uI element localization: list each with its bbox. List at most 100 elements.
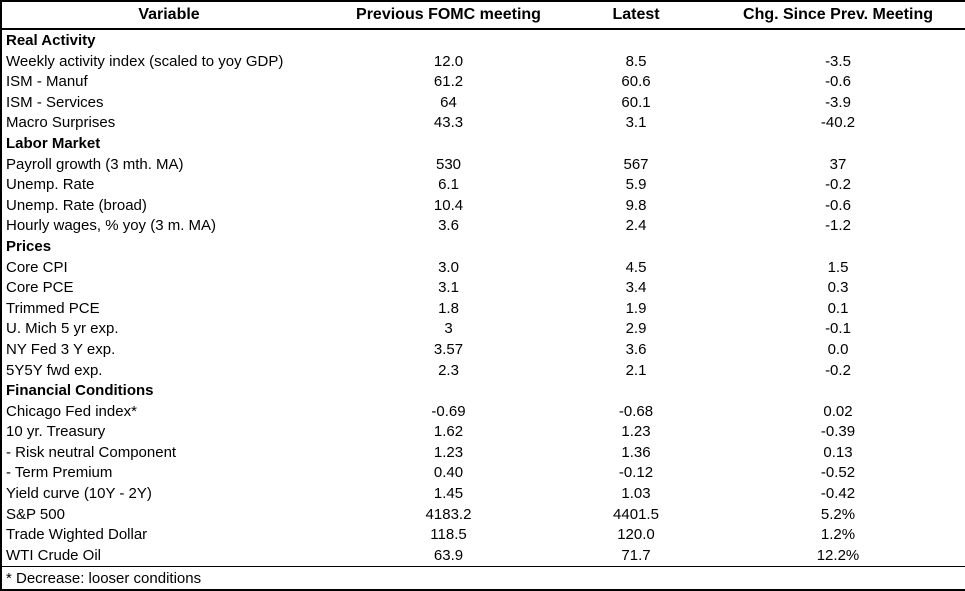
prev-value-cell: 3.57: [433, 340, 464, 358]
chg-value-cell: 1.2%: [820, 526, 856, 544]
row-label-cell: U. Mich 5 yr exp.: [6, 320, 119, 338]
table-row: U. Mich 5 yr exp. 3 2.9 -0.1: [1, 319, 965, 340]
chg-value-cell: -0.52: [820, 464, 856, 482]
chg-value-cell: -0.6: [825, 196, 851, 214]
table-row: Weekly activity index (scaled to yoy GDP…: [1, 51, 965, 72]
table-row: NY Fed 3 Y exp. 3.57 3.6 0.0: [1, 339, 965, 360]
chg-value-cell: -1.2: [825, 217, 851, 235]
chg-value-cell: -3.9: [825, 93, 851, 111]
latest-value-cell: 567: [623, 155, 649, 173]
row-label-cell: Unemp. Rate: [6, 176, 95, 194]
row-label-cell: 10 yr. Treasury: [6, 423, 106, 441]
prev-value-cell: 118.5: [430, 526, 467, 544]
section-row: Labor Market: [1, 133, 965, 154]
chg-value-cell: -0.1: [825, 320, 851, 338]
chg-value-cell: 12.2%: [816, 547, 860, 565]
row-label-cell: ISM - Services: [6, 93, 104, 111]
latest-value-cell: -0.68: [618, 402, 654, 420]
row-label-cell: Macro Surprises: [6, 114, 116, 132]
table-row: - Risk neutral Component 1.23 1.36 0.13: [1, 442, 965, 463]
row-label-cell: WTI Crude Oil: [6, 547, 102, 565]
prev-value-cell: 3.6: [438, 217, 459, 235]
latest-value-cell: 1.03: [621, 485, 651, 503]
table-row: ISM - Manuf 61.2 60.6 -0.6: [1, 71, 965, 92]
row-label-cell: ISM - Manuf: [6, 73, 88, 91]
latest-value-cell: 3.1: [625, 114, 647, 132]
chg-value-cell: -0.2: [825, 361, 851, 379]
table-row: Core CPI 3.0 4.5 1.5: [1, 257, 965, 278]
table-row: Unemp. Rate (broad) 10.4 9.8 -0.6: [1, 195, 965, 216]
latest-value-cell: 2.9: [625, 320, 647, 338]
prev-value-cell: 1.8: [438, 299, 459, 317]
prev-value-cell: 2.3: [438, 361, 459, 379]
row-label-cell: Payroll growth (3 mth. MA): [6, 155, 184, 173]
row-label-cell: Chicago Fed index*: [6, 402, 137, 420]
chg-value-cell: 5.2%: [820, 505, 856, 523]
prev-value-cell: -0.69: [431, 402, 466, 420]
table-row: Trade Wighted Dollar 118.5 120.0 1.2%: [1, 524, 965, 545]
table-row: Payroll growth (3 mth. MA) 530 567 37: [1, 154, 965, 175]
chg-value-cell: 0.0: [827, 340, 849, 358]
prev-value-cell: 1.23: [433, 443, 464, 461]
row-label-cell: - Term Premium: [6, 464, 113, 482]
prev-value-cell: 3: [444, 320, 453, 338]
latest-value-cell: 4.5: [625, 258, 647, 276]
latest-value-cell: 3.6: [625, 340, 647, 358]
row-label-cell: Weekly activity index (scaled to yoy GDP…: [6, 52, 284, 70]
section-label: Prices: [6, 237, 52, 255]
prev-value-cell: 61.2: [433, 73, 464, 91]
section-label: Labor Market: [6, 134, 101, 152]
table-row: 5Y5Y fwd exp. 2.3 2.1 -0.2: [1, 360, 965, 381]
table-row: - Term Premium 0.40 -0.12 -0.52: [1, 463, 965, 484]
table-row: Unemp. Rate 6.1 5.9 -0.2: [1, 174, 965, 195]
section-row: Prices: [1, 236, 965, 257]
latest-value-cell: 60.6: [621, 73, 651, 91]
table-row: Hourly wages, % yoy (3 m. MA) 3.6 2.4 -1.2: [1, 216, 965, 237]
header-change: Chg. Since Prev. Meeting: [711, 1, 965, 30]
latest-value-cell: 71.7: [621, 547, 651, 565]
chg-value-cell: 0.13: [823, 443, 853, 461]
row-label-cell: 5Y5Y fwd exp.: [6, 361, 103, 379]
latest-value-cell: 9.8: [625, 196, 647, 214]
latest-value-cell: 120.0: [617, 526, 655, 544]
header-row: Variable Previous FOMC meeting Latest Ch…: [1, 1, 965, 30]
chg-value-cell: 0.1: [827, 299, 849, 317]
row-label-cell: Yield curve (10Y - 2Y): [6, 485, 152, 503]
chg-value-cell: 0.02: [823, 402, 853, 420]
row-label-cell: Core PCE: [6, 279, 74, 297]
chg-value-cell: -0.2: [825, 176, 851, 194]
prev-value-cell: 3.1: [438, 279, 459, 297]
latest-value-cell: 2.1: [625, 361, 647, 379]
table-footer: * Decrease: looser conditions: [1, 566, 965, 590]
section-row: Real Activity: [1, 29, 965, 51]
footnote-row: * Decrease: looser conditions: [1, 566, 965, 590]
chg-value-cell: -0.6: [825, 73, 851, 91]
prev-value-cell: 12.0: [433, 52, 464, 70]
row-label-cell: Core CPI: [6, 258, 68, 276]
section-label: Financial Conditions: [6, 382, 154, 400]
prev-value-cell: 63.9: [433, 547, 464, 565]
row-label-cell: Hourly wages, % yoy (3 m. MA): [6, 217, 217, 235]
prev-value-cell: 10.4: [433, 196, 464, 214]
table-body: Real Activity Weekly activity index (scal…: [1, 29, 965, 567]
row-label-cell: - Risk neutral Component: [6, 443, 177, 461]
latest-value-cell: 8.5: [625, 52, 647, 70]
latest-value-cell: 1.9: [625, 299, 647, 317]
chg-value-cell: 37: [829, 155, 847, 173]
table-row: ISM - Services 64 60.1 -3.9: [1, 92, 965, 113]
prev-value-cell: 1.62: [433, 423, 464, 441]
table-row: 10 yr. Treasury 1.62 1.23 -0.39: [1, 422, 965, 443]
chg-value-cell: 0.3: [827, 279, 849, 297]
chg-value-cell: 1.5: [827, 258, 849, 276]
table-row: S&P 500 4183.2 4401.5 5.2%: [1, 504, 965, 525]
row-label-cell: Trimmed PCE: [6, 299, 100, 317]
footnote-text: * Decrease: looser conditions: [1, 566, 965, 590]
row-label-cell: Unemp. Rate (broad): [6, 196, 147, 214]
chg-value-cell: -40.2: [820, 114, 856, 132]
latest-value-cell: 4401.5: [613, 505, 659, 523]
section-label: Real Activity: [6, 31, 96, 49]
latest-value-cell: 2.4: [625, 217, 647, 235]
prev-value-cell: 0.40: [433, 464, 464, 482]
prev-value-cell: 4183.2: [425, 505, 472, 523]
